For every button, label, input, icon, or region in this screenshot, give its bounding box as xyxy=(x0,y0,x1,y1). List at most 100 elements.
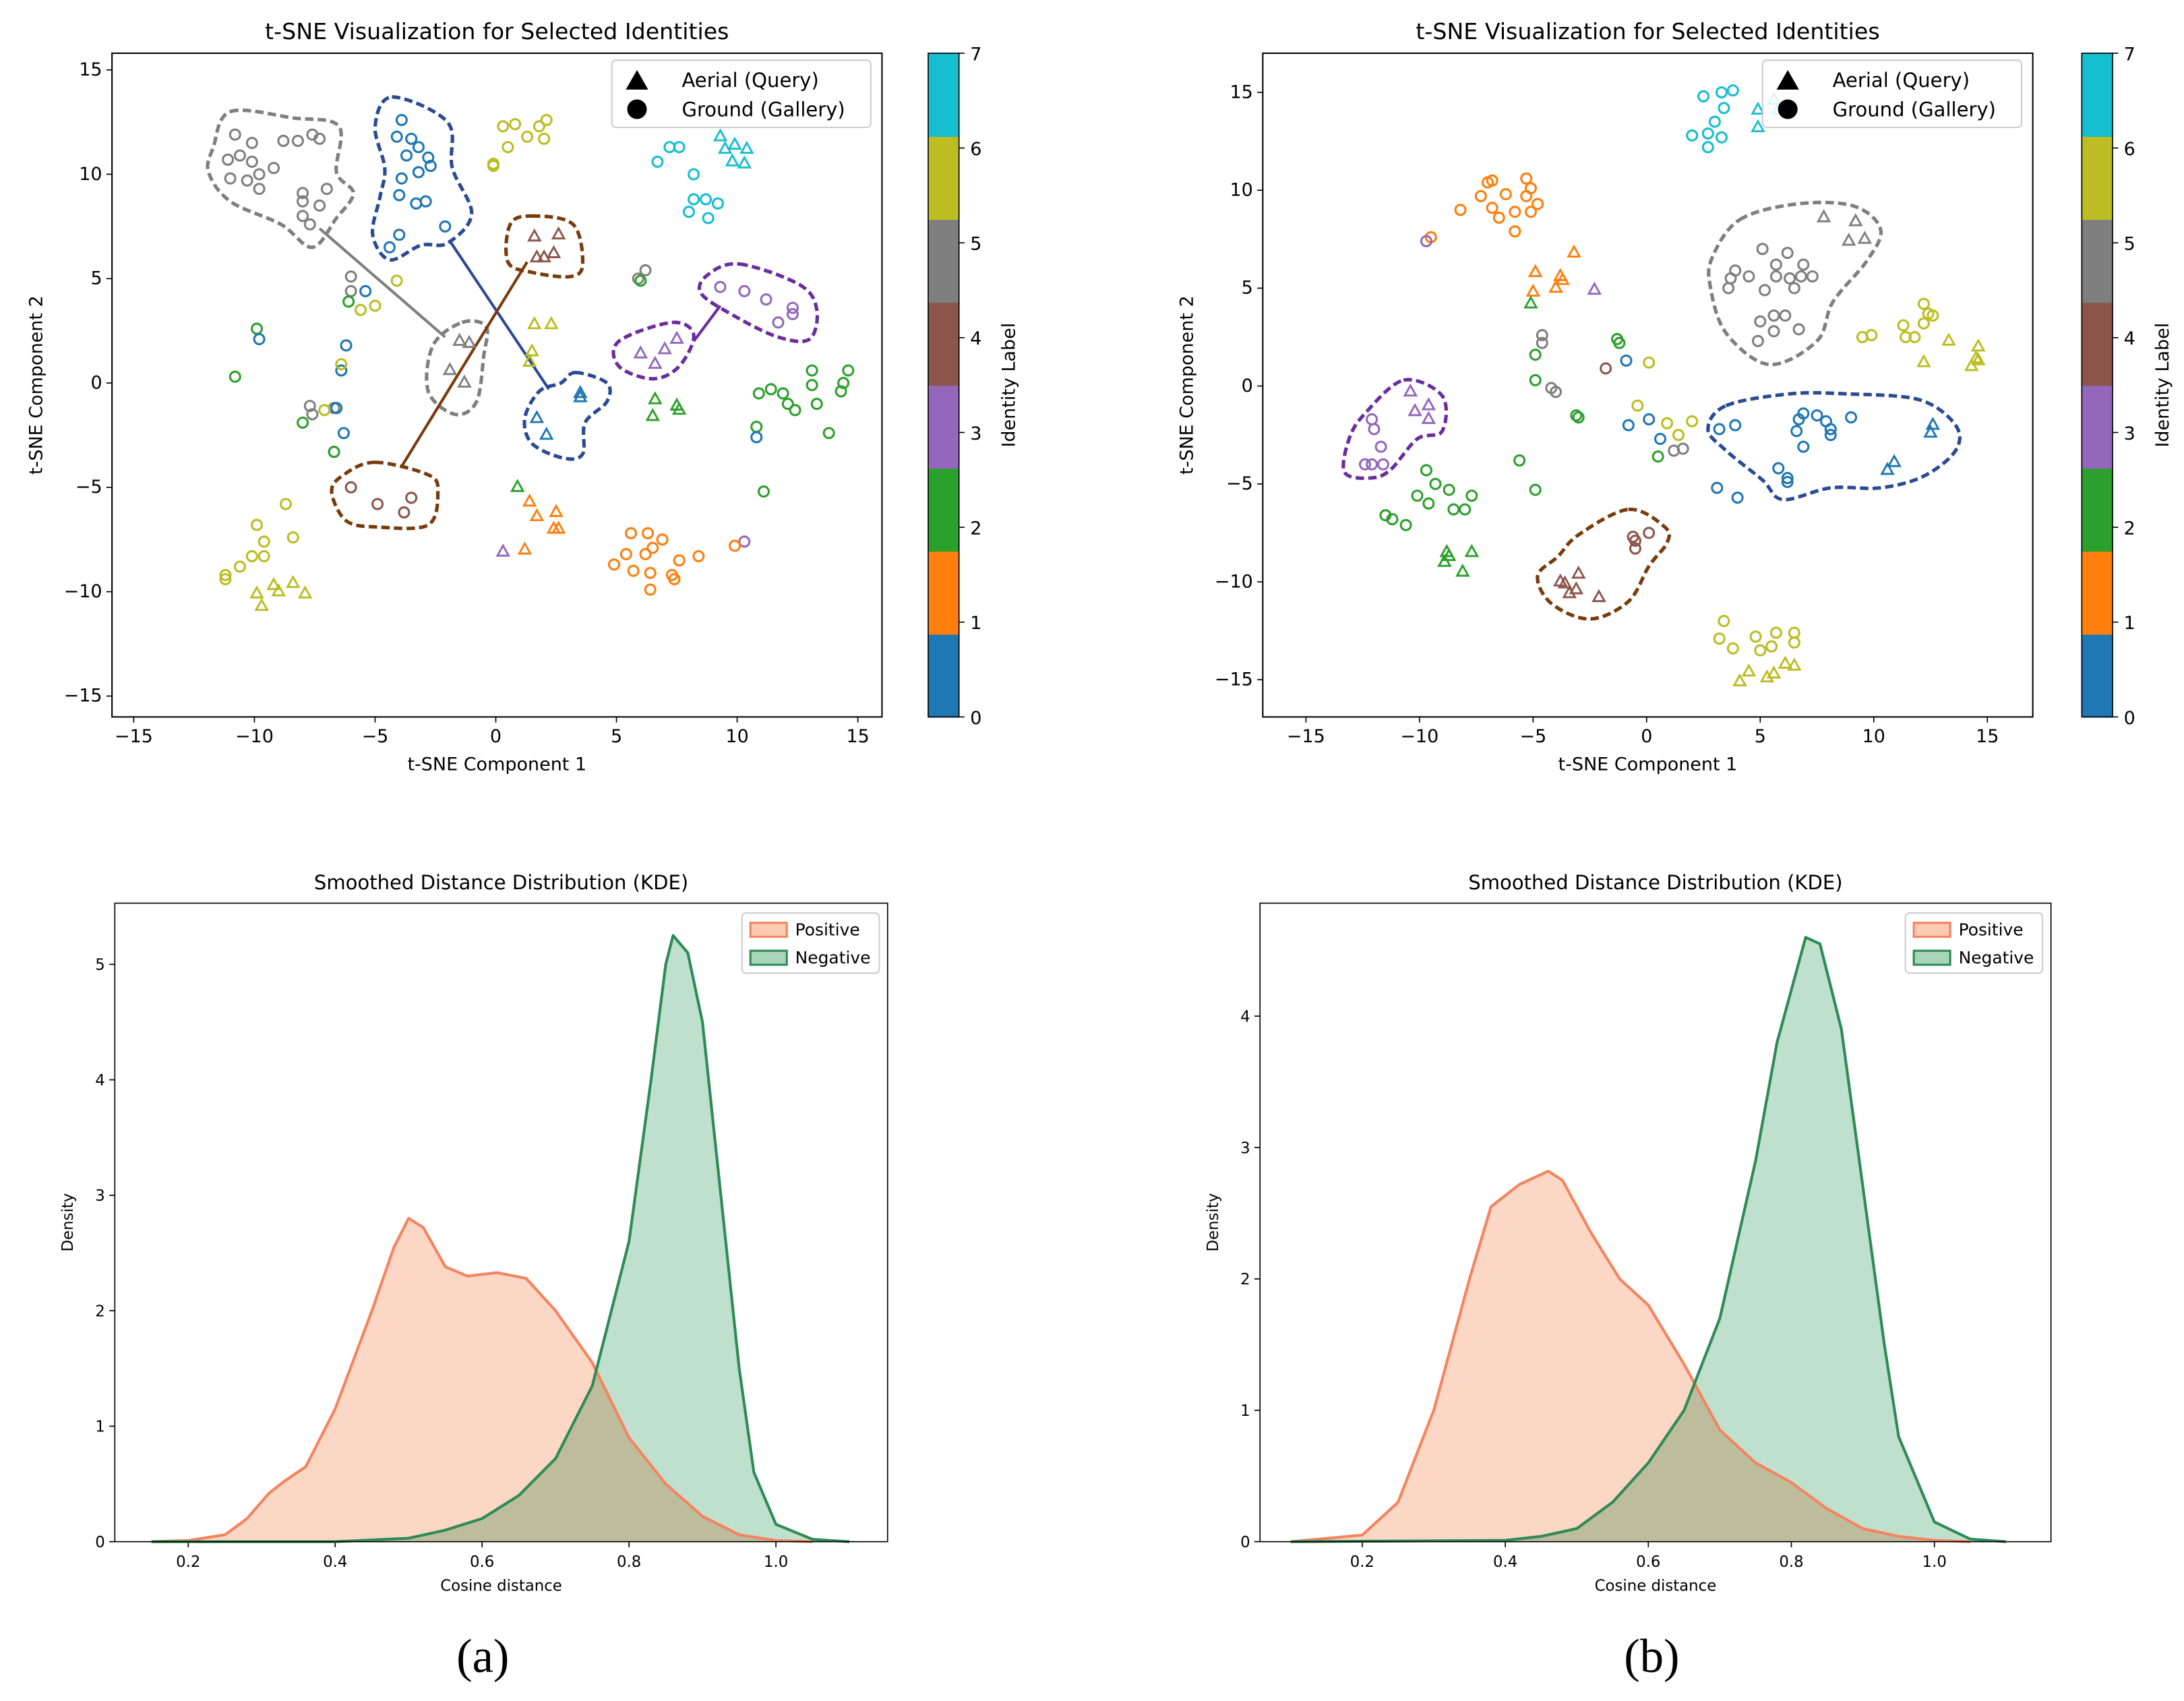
ground-gallery-point xyxy=(538,132,551,145)
ground-gallery-point xyxy=(1459,503,1472,516)
ground-gallery-point xyxy=(639,264,652,276)
ground-gallery-point xyxy=(224,172,237,185)
x-tick-label: −15 xyxy=(1287,726,1325,747)
ground-gallery-point xyxy=(1672,429,1685,442)
colorbar-segment xyxy=(928,385,959,469)
chart-title: Smoothed Distance Distribution (KDE) xyxy=(1468,871,1842,894)
cluster-hull xyxy=(1707,200,1883,367)
ground-gallery-point xyxy=(487,160,499,173)
chart-3: 0.2 0.4 0.6 0.8 1.0 0 1 2 3 4 Smoothed Distance Di… xyxy=(1205,871,2052,1594)
ground-gallery-point xyxy=(1788,636,1800,649)
ground-gallery-point xyxy=(229,370,241,383)
ground-gallery-point xyxy=(627,564,640,577)
aerial-query-point xyxy=(1591,589,1606,603)
y-tick-label: 10 xyxy=(79,164,102,185)
aerial-query-point xyxy=(1887,454,1902,467)
ground-gallery-point xyxy=(412,141,425,154)
ground-gallery-point xyxy=(297,187,309,200)
aerial-query-point xyxy=(1437,554,1452,567)
ground-gallery-point xyxy=(245,137,258,150)
aerial-query-point xyxy=(671,401,687,415)
ground-gallery-point xyxy=(1781,472,1794,485)
aerial-query-point xyxy=(1766,665,1782,679)
ground-gallery-point xyxy=(1731,491,1744,504)
ground-gallery-point xyxy=(668,573,681,586)
aerial-query-point xyxy=(712,128,728,142)
ground-gallery-point xyxy=(1767,325,1780,338)
aerial-query-point xyxy=(495,543,511,557)
colorbar-segment xyxy=(2082,219,2113,303)
ground-gallery-point xyxy=(297,195,309,208)
ground-gallery-point xyxy=(279,498,293,510)
aerial-query-point xyxy=(249,585,264,599)
ground-gallery-point xyxy=(233,149,246,162)
ground-gallery-point xyxy=(1529,483,1542,496)
ground-gallery-point xyxy=(1686,415,1699,427)
aerial-query-point xyxy=(1751,101,1765,115)
ground-gallery-point xyxy=(1697,90,1710,102)
ground-gallery-point xyxy=(1399,518,1412,531)
ground-gallery-point xyxy=(540,113,553,127)
ground-gallery-point xyxy=(1454,204,1467,216)
ground-gallery-point xyxy=(395,172,408,185)
legend-label-aerial: Aerial (Query) xyxy=(1833,69,1970,92)
x-tick-label: 0.8 xyxy=(617,1553,641,1571)
ground-gallery-point xyxy=(1420,235,1433,247)
ground-gallery-point xyxy=(330,402,343,415)
ground-gallery-point xyxy=(1536,336,1548,349)
aerial-query-point xyxy=(1464,543,1480,558)
colorbar-tick-label: 5 xyxy=(970,234,981,255)
ground-gallery-point xyxy=(344,270,357,283)
legend-box xyxy=(1761,59,2023,129)
aerial-query-point xyxy=(522,493,537,507)
ground-gallery-point xyxy=(644,583,657,596)
ground-gallery-point xyxy=(419,195,432,208)
ground-gallery-point xyxy=(772,316,785,329)
plot-area xyxy=(206,95,855,611)
ground-gallery-point xyxy=(1749,630,1762,643)
ground-gallery-point xyxy=(286,531,299,544)
colorbar-tick-label: 4 xyxy=(2124,328,2135,349)
ground-gallery-point xyxy=(1358,458,1372,471)
cluster-link xyxy=(318,227,446,338)
ground-gallery-point xyxy=(625,527,638,539)
aerial-query-point xyxy=(551,520,566,534)
colorbar-segment xyxy=(928,302,959,386)
colorbar-segment xyxy=(928,53,959,138)
ground-gallery-point xyxy=(257,549,270,563)
ground-gallery-point xyxy=(822,427,835,440)
aerial-query-point xyxy=(1741,663,1757,677)
ground-gallery-point xyxy=(1661,417,1674,429)
ground-gallery-point xyxy=(393,189,406,202)
y-tick-label: −10 xyxy=(64,581,102,602)
ground-gallery-point xyxy=(303,400,316,413)
colorbar-tick-label: 0 xyxy=(970,708,981,729)
ground-gallery-point xyxy=(714,280,727,293)
legend-box xyxy=(611,59,872,129)
ground-gallery-point xyxy=(1797,440,1810,453)
y-tick-label: −15 xyxy=(1215,669,1253,690)
y-axis-label: Density xyxy=(59,1193,77,1252)
ground-gallery-point xyxy=(390,130,403,143)
ground-gallery-point xyxy=(1726,84,1739,97)
aerial-query-point xyxy=(1421,397,1436,411)
ground-gallery-point xyxy=(1643,413,1656,426)
aerial-query-point xyxy=(725,153,740,167)
y-tick-label: 0 xyxy=(1242,376,1253,396)
x-tick-label: −5 xyxy=(1519,726,1546,747)
ground-gallery-point xyxy=(1531,198,1544,210)
aerial-query-point xyxy=(462,334,477,349)
ground-gallery-point xyxy=(750,431,763,444)
ground-gallery-point xyxy=(1711,481,1724,494)
ground-gallery-point xyxy=(752,387,765,400)
colorbar-tick-label: 1 xyxy=(970,613,981,634)
ground-gallery-point xyxy=(277,134,290,147)
aerial-query-point xyxy=(1403,383,1418,397)
cluster-hull xyxy=(1341,378,1449,480)
ground-gallery-point xyxy=(764,383,777,396)
aerial-query-point xyxy=(442,361,458,376)
aerial-query-point xyxy=(1571,565,1586,579)
colorbar-segment xyxy=(2082,551,2113,635)
aerial-query-point xyxy=(529,508,545,522)
aerial-query-point xyxy=(452,332,467,346)
